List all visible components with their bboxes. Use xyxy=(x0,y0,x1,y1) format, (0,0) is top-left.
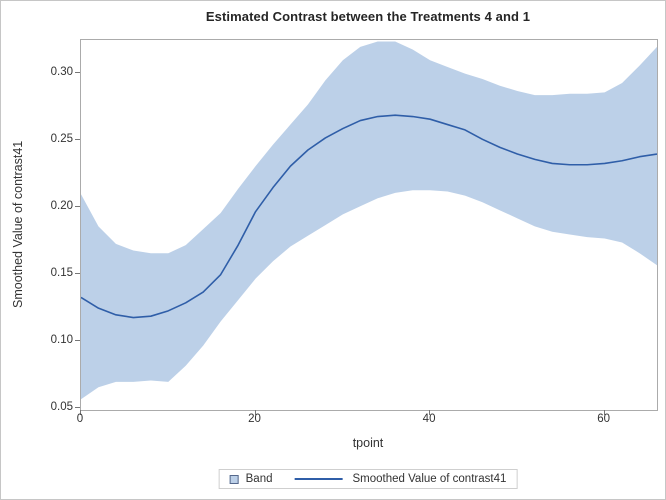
x-tick-mark xyxy=(254,410,256,415)
y-tick-label: 0.15 xyxy=(50,266,73,279)
x-tick-label: 60 xyxy=(597,413,611,425)
y-tick-label: 0.10 xyxy=(50,333,73,346)
y-tick-mark xyxy=(75,206,80,208)
x-axis-label: tpoint xyxy=(352,436,384,450)
chart-svg xyxy=(81,41,657,400)
x-tick-label: 0 xyxy=(76,413,84,425)
line-series-label: Smoothed Value of contrast41 xyxy=(352,473,507,485)
band-swatch-icon xyxy=(229,474,239,484)
confidence-band xyxy=(81,41,657,400)
y-tick-label: 0.30 xyxy=(50,65,73,78)
x-tick-label: 20 xyxy=(248,413,261,425)
y-tick-mark xyxy=(75,340,80,342)
y-axis-label: Smoothed Value of contrast41 xyxy=(11,140,25,308)
line-swatch-icon xyxy=(294,478,343,480)
y-tick-label: 0.05 xyxy=(50,400,73,413)
y-tick-mark xyxy=(75,273,80,275)
x-tick-mark xyxy=(80,410,81,415)
x-tick-mark xyxy=(429,410,431,415)
y-tick-mark xyxy=(75,72,80,74)
y-tick-label: 0.25 xyxy=(50,132,73,145)
legend: Band Smoothed Value of contrast41 xyxy=(218,469,518,489)
y-tick-label: 0.20 xyxy=(50,199,73,212)
y-tick-mark xyxy=(75,139,80,141)
plot-area xyxy=(80,39,658,411)
y-tick-mark xyxy=(75,407,80,409)
x-tick-mark xyxy=(603,410,605,415)
smoothed-line xyxy=(81,114,657,319)
x-tick-label: 40 xyxy=(422,413,436,425)
band-label: Band xyxy=(245,473,273,485)
chart-title: Estimated Contrast between the Treatment… xyxy=(205,9,531,24)
